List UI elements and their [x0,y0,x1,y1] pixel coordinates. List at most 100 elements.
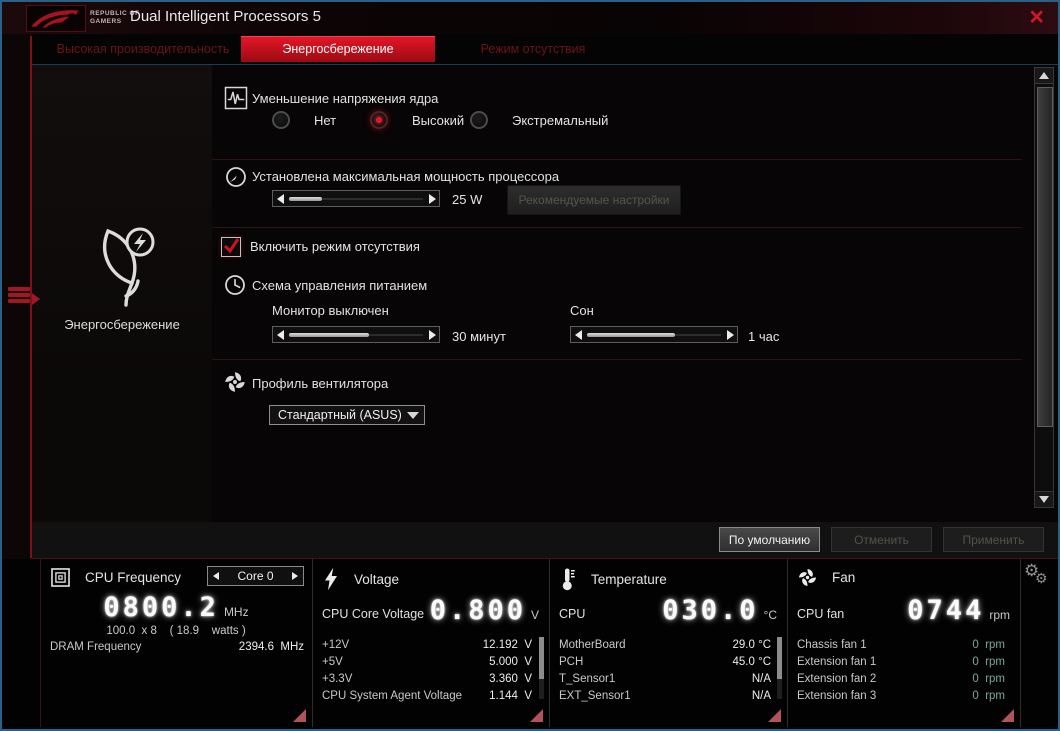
clock-icon [223,273,247,297]
main-scrollbar[interactable] [1034,67,1054,508]
cpu-frequency-detail: 100.0 x 8 ( 18.9 watts ) [106,625,246,637]
voltage-row: CPU System Agent Voltage 1.144 V [322,690,532,702]
settings-panel: Уменьшение напряжения ядра Нет Высокий Э… [212,65,1032,522]
thermometer-icon [559,567,577,591]
sleep-value: 1 час [748,329,780,344]
temperature-row: EXT_Sensor1 N/A [559,690,771,702]
radio-extreme[interactable] [470,111,488,129]
fan-profile-dropdown[interactable]: Стандартный (ASUS) [269,405,425,425]
window-title: Dual Intelligent Processors 5 [130,8,321,25]
monitor-bar: CPU Frequency Core 0 0800.2 MHz 100.0 x 8… [2,559,1058,729]
monitor-off-slider[interactable] [272,326,440,343]
core-selector[interactable]: Core 0 [207,566,304,586]
slider-left-arrow[interactable] [571,327,585,342]
panel-resize-handle[interactable] [293,709,306,722]
temperature-panel: Temperature CPU 030.0 °C MotherBoard 29.0 … [551,559,785,727]
tab-high-performance[interactable]: Высокая производительность [56,42,230,56]
panel-title: Fan [832,570,856,585]
temperature-main-label: CPU [559,607,586,621]
temperature-row: MotherBoard 29.0 °C [559,639,771,651]
fan-profile-selected: Стандартный (ASUS) [278,408,402,422]
fan-main-label: CPU fan [797,607,845,621]
temperature-value: 030.0 [662,595,759,626]
voltage-row: +3.3V 3.360 V [322,673,532,685]
max-power-slider[interactable] [272,190,440,207]
recommended-settings-button[interactable]: Рекомендуемые настройки [507,185,681,215]
energy-leaf-icon [82,225,162,315]
radio-option-high[interactable]: Высокий [370,111,464,129]
core-next-arrow[interactable] [287,567,303,585]
sidebar: Энергосбережение [32,65,212,522]
fan-value: 0744 [907,595,985,626]
away-mode-checkbox[interactable] [221,237,241,257]
panel-title: Temperature [591,571,667,587]
tab-away-mode[interactable]: Режим отсутствия [480,42,586,56]
slider-right-arrow[interactable] [425,327,439,342]
default-button[interactable]: По умолчанию [719,527,820,552]
panel-resize-handle[interactable] [530,709,543,722]
action-bar: По умолчанию Отменить Применить [32,522,1058,559]
radio-option-none[interactable]: Нет [272,111,336,129]
panel-resize-handle[interactable] [1001,709,1014,722]
panel-title: Voltage [354,571,400,587]
gauge-icon [224,165,248,189]
fan-icon [797,567,818,588]
slider-left-arrow[interactable] [273,191,287,206]
sidebar-item-energy-saving[interactable]: Энергосбережение [64,317,180,332]
panel-title: CPU Frequency [85,570,182,585]
core-prev-arrow[interactable] [208,567,224,585]
temperature-list-scrollbar[interactable] [777,637,782,699]
brand-text: REPUBLIC OF GAMERS [90,10,140,25]
panel-resize-handle[interactable] [768,709,781,722]
core-selector-value: Core 0 [237,569,274,583]
rog-logo-icon [26,5,86,32]
scrollbar-thumb[interactable] [1037,87,1053,427]
voltage-value: 0.800 [429,595,526,626]
scroll-up-button[interactable] [1035,68,1053,84]
max-power-value: 25 W [452,192,483,207]
section-divider [212,359,1022,360]
apply-button[interactable]: Применить [943,527,1044,552]
temperature-row: T_Sensor1 N/A [559,673,771,685]
core-voltage-title: Уменьшение напряжения ядра [252,91,439,106]
slider-left-arrow[interactable] [273,327,287,342]
cpu-frequency-panel: CPU Frequency Core 0 0800.2 MHz 100.0 x 8… [42,559,310,727]
cpu-frequency-value: 0800.2 [103,592,219,623]
power-scheme-title: Схема управления питанием [252,278,428,293]
monitor-off-label: Монитор выключен [272,303,389,318]
lightning-icon [322,567,340,591]
cancel-button[interactable]: Отменить [831,527,932,552]
chevron-down-icon[interactable] [402,411,424,419]
voltage-panel: Voltage CPU Core Voltage 0.800 V +12V 12.1… [314,559,547,727]
radio-high-selected[interactable] [370,111,388,129]
away-mode-label[interactable]: Включить режим отсутствия [250,239,420,254]
dram-frequency-row: DRAM Frequency 2394.6 MHz [50,641,304,653]
slider-right-arrow[interactable] [425,191,439,206]
radio-none[interactable] [272,111,290,129]
waveform-icon [224,86,248,110]
close-icon[interactable]: × [1029,3,1044,31]
fan-profile-title: Профиль вентилятора [252,376,389,391]
titlebar: REPUBLIC OF GAMERS Dual Intelligent Proc… [2,2,1058,35]
slider-right-arrow[interactable] [723,327,737,342]
tab-energy-saving[interactable]: Энергосбережение [241,36,435,62]
section-divider [212,227,1022,228]
sleep-slider[interactable] [570,326,738,343]
radio-option-extreme[interactable]: Экстремальный [470,111,608,129]
menu-flyout-icon[interactable] [8,285,42,313]
red-accent-rail [30,36,32,558]
scroll-down-button[interactable] [1035,491,1053,507]
settings-gear-icon[interactable]: ⚙ ⚙ [1024,561,1048,586]
voltage-list-scrollbar[interactable] [539,637,544,699]
temperature-row: PCH 45.0 °C [559,656,771,668]
chip-icon [50,567,71,588]
voltage-main-label: CPU Core Voltage [322,607,425,621]
monitor-off-value: 30 минут [452,329,506,344]
tab-bar: Высокая производительность Энергосбереже… [2,34,1058,66]
sleep-label: Сон [570,303,594,318]
